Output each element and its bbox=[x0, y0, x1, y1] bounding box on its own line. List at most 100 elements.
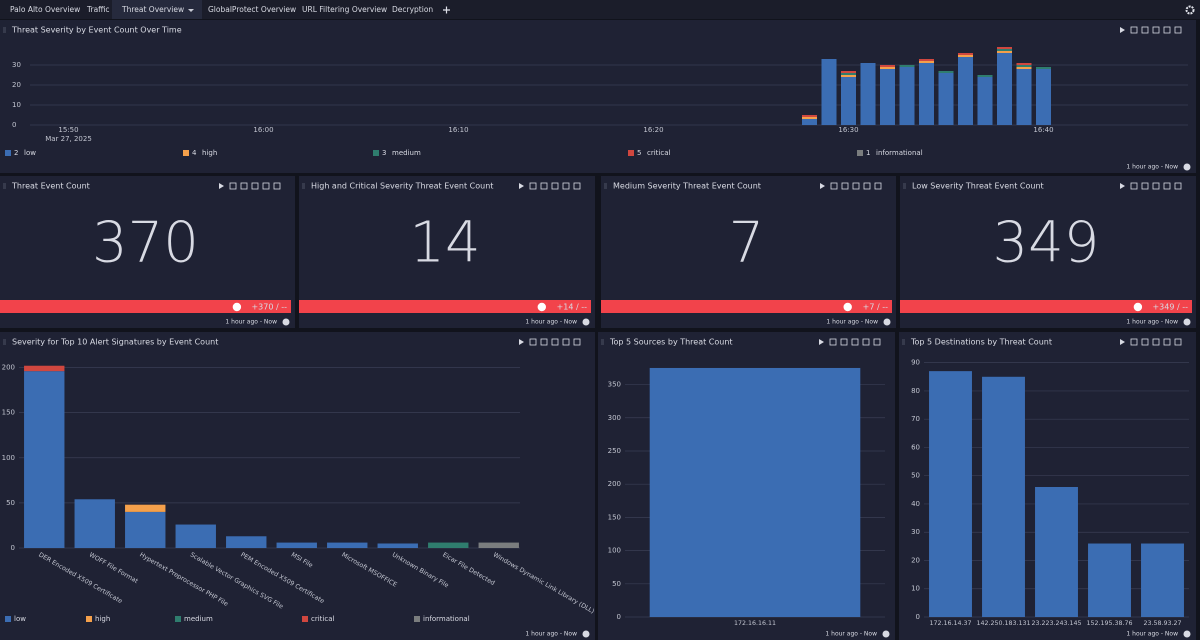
run-icon[interactable] bbox=[819, 339, 824, 345]
download-icon[interactable] bbox=[1130, 182, 1138, 190]
expand-icon[interactable] bbox=[1141, 338, 1149, 346]
edit-icon[interactable] bbox=[262, 182, 270, 190]
fullscreen-icon[interactable] bbox=[551, 338, 559, 346]
fullscreen-icon[interactable] bbox=[551, 182, 559, 190]
run-icon[interactable] bbox=[219, 183, 224, 189]
expand-icon[interactable] bbox=[540, 338, 548, 346]
menu-icon[interactable] bbox=[1174, 26, 1182, 34]
help-icon[interactable] bbox=[282, 318, 290, 326]
tab[interactable]: GlobalProtect Overview bbox=[208, 5, 296, 14]
menu-icon[interactable] bbox=[874, 182, 882, 190]
bar bbox=[977, 75, 993, 77]
tab[interactable]: Decryption bbox=[392, 5, 433, 14]
edit-icon[interactable] bbox=[862, 338, 870, 346]
x-tick-label: 152.195.38.76 bbox=[1086, 620, 1132, 627]
panel-title: Medium Severity Threat Event Count bbox=[613, 182, 761, 191]
download-icon[interactable] bbox=[229, 182, 237, 190]
edit-icon[interactable] bbox=[1163, 182, 1171, 190]
help-icon[interactable] bbox=[1183, 630, 1191, 638]
y-tick-label: 0 bbox=[617, 613, 621, 621]
expand-icon[interactable] bbox=[1141, 182, 1149, 190]
bar bbox=[958, 55, 973, 57]
edit-icon[interactable] bbox=[562, 338, 570, 346]
help-icon[interactable] bbox=[882, 630, 890, 638]
bar bbox=[899, 67, 915, 125]
bar bbox=[125, 511, 166, 548]
settings[interactable] bbox=[1185, 5, 1195, 15]
download-icon[interactable] bbox=[829, 338, 837, 346]
bar bbox=[1088, 543, 1131, 617]
expand-icon[interactable] bbox=[840, 338, 848, 346]
y-tick-label: 50 bbox=[911, 472, 920, 480]
fullscreen-icon[interactable] bbox=[852, 182, 860, 190]
y-tick-label: 10 bbox=[12, 101, 21, 109]
y-tick-label: 70 bbox=[911, 415, 920, 423]
expand-icon[interactable] bbox=[540, 182, 548, 190]
panel-title: Low Severity Threat Event Count bbox=[912, 182, 1044, 191]
download-icon[interactable] bbox=[830, 182, 838, 190]
stat-value: 14 bbox=[409, 210, 480, 275]
run-icon[interactable] bbox=[1120, 27, 1125, 33]
menu-icon[interactable] bbox=[573, 182, 581, 190]
bar bbox=[919, 61, 934, 63]
run-icon[interactable] bbox=[519, 183, 524, 189]
expand-icon[interactable] bbox=[1141, 26, 1149, 34]
run-icon[interactable] bbox=[1120, 183, 1125, 189]
help-icon[interactable] bbox=[1183, 318, 1191, 326]
help-icon[interactable] bbox=[1183, 163, 1191, 171]
bar bbox=[1016, 63, 1032, 65]
run-icon[interactable] bbox=[820, 183, 825, 189]
download-icon[interactable] bbox=[1130, 26, 1138, 34]
time-range: 1 hour ago - Now bbox=[1126, 164, 1178, 171]
fullscreen-icon[interactable] bbox=[1152, 182, 1160, 190]
download-icon[interactable] bbox=[529, 338, 537, 346]
y-tick-label: 50 bbox=[612, 580, 621, 588]
tab[interactable]: Palo Alto Overview bbox=[10, 5, 80, 14]
edit-icon[interactable] bbox=[1163, 26, 1171, 34]
legend-label: high bbox=[202, 149, 217, 157]
download-icon[interactable] bbox=[1130, 338, 1138, 346]
bar bbox=[919, 59, 934, 61]
fullscreen-icon[interactable] bbox=[1152, 26, 1160, 34]
bar bbox=[802, 117, 817, 119]
x-tick-label: 172.16.14.37 bbox=[929, 620, 971, 627]
help-icon[interactable] bbox=[582, 630, 590, 638]
drag-handle bbox=[604, 183, 607, 189]
bar bbox=[929, 371, 972, 617]
menu-icon[interactable] bbox=[873, 338, 881, 346]
expand-icon[interactable] bbox=[841, 182, 849, 190]
download-icon[interactable] bbox=[529, 182, 537, 190]
menu-icon[interactable] bbox=[273, 182, 281, 190]
help-icon[interactable] bbox=[883, 318, 891, 326]
trend: +370 / -- bbox=[251, 303, 287, 312]
y-tick-label: 0 bbox=[12, 121, 16, 129]
add-tab[interactable] bbox=[443, 6, 450, 14]
run-icon[interactable] bbox=[519, 339, 524, 345]
expand-icon[interactable] bbox=[240, 182, 248, 190]
bar bbox=[997, 51, 1012, 53]
menu-icon[interactable] bbox=[1174, 338, 1182, 346]
bar bbox=[1141, 543, 1184, 617]
legend-label: informational bbox=[423, 615, 470, 623]
menu-icon[interactable] bbox=[1174, 182, 1182, 190]
x-tick-label: 23.223.243.145 bbox=[1031, 620, 1081, 627]
bar bbox=[74, 499, 115, 548]
y-tick-label: 40 bbox=[911, 500, 920, 508]
fullscreen-icon[interactable] bbox=[251, 182, 259, 190]
fullscreen-icon[interactable] bbox=[851, 338, 859, 346]
menu-icon[interactable] bbox=[573, 338, 581, 346]
edit-icon[interactable] bbox=[562, 182, 570, 190]
tab[interactable]: Threat Overview bbox=[121, 5, 184, 14]
legend-swatch bbox=[414, 616, 420, 622]
bar bbox=[428, 542, 469, 548]
edit-icon[interactable] bbox=[1163, 338, 1171, 346]
fullscreen-icon[interactable] bbox=[1152, 338, 1160, 346]
tab[interactable]: URL Filtering Overview bbox=[302, 5, 387, 14]
legend-key: 5 bbox=[637, 149, 641, 157]
help-icon[interactable] bbox=[582, 318, 590, 326]
tab[interactable]: Traffic bbox=[86, 5, 110, 14]
edit-icon[interactable] bbox=[863, 182, 871, 190]
run-icon[interactable] bbox=[1120, 339, 1125, 345]
bar bbox=[802, 119, 817, 125]
legend-key: 2 bbox=[14, 149, 18, 157]
